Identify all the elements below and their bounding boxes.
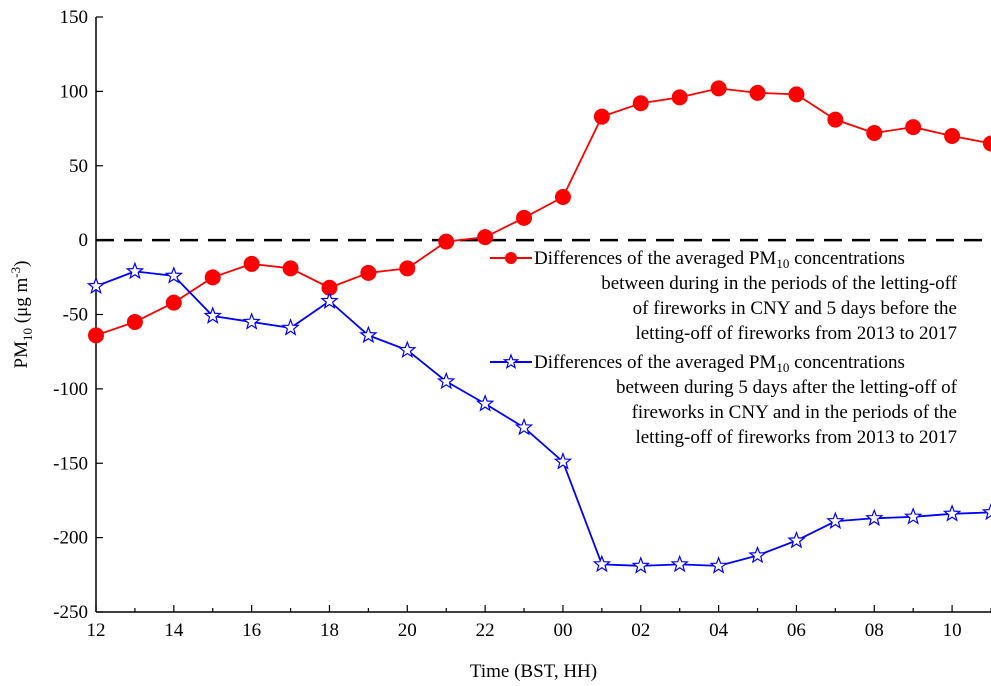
data-point [282, 260, 299, 277]
x-axis-title: Time (BST, HH) [470, 661, 597, 682]
legend-marker [505, 252, 517, 264]
data-point [126, 313, 143, 330]
data-point [905, 119, 922, 136]
y-tick-label: -200 [53, 528, 88, 549]
data-point [477, 229, 494, 246]
data-point [942, 504, 962, 522]
data-point [125, 261, 145, 280]
data-point [86, 276, 106, 295]
data-point [164, 266, 184, 284]
x-tick-label: 22 [476, 620, 495, 641]
data-point [281, 318, 300, 336]
data-point [88, 327, 104, 344]
y-tick-label: -150 [53, 453, 88, 474]
legend: Differences of the averaged PM10 concent… [490, 248, 958, 448]
y-tick-label: -100 [53, 379, 88, 400]
data-point [516, 209, 533, 226]
legend-text-line: of fireworks in CNY and 5 days before th… [633, 298, 957, 319]
y-tick-label: 150 [60, 7, 89, 28]
x-tick-label: 04 [709, 620, 729, 641]
x-tick-label: 06 [787, 620, 806, 641]
legend-text-line: fireworks in CNY and in the periods of t… [632, 402, 957, 423]
data-point [787, 530, 806, 549]
data-point [749, 84, 766, 101]
data-point [514, 417, 534, 436]
data-point [359, 325, 378, 344]
data-point [554, 188, 571, 205]
data-point [436, 371, 456, 390]
legend-text-line: Differences of the averaged PM10 concent… [534, 352, 905, 375]
y-tick-label: 100 [60, 81, 89, 102]
data-point [748, 545, 767, 564]
data-point [944, 128, 961, 144]
y-tick-label: -50 [63, 305, 88, 326]
data-point [553, 452, 573, 470]
data-point [981, 502, 991, 521]
legend-text-line: letting-off of fireworks from 2013 to 20… [635, 427, 957, 448]
x-tick-label: 00 [553, 620, 572, 641]
y-tick-label: 50 [69, 156, 88, 177]
data-point [671, 89, 688, 106]
legend-entry-1: Differences of the averaged PM10 concent… [490, 248, 958, 344]
data-point [243, 255, 260, 272]
x-tick-label: 10 [943, 620, 962, 641]
data-point [903, 507, 923, 525]
data-point [827, 111, 844, 128]
legend-text-line: Differences of the averaged PM10 concent… [534, 248, 905, 271]
data-point [865, 508, 884, 527]
x-tick-label: 20 [398, 620, 417, 641]
legend-text-line: letting-off of fireworks from 2013 to 20… [635, 323, 957, 344]
x-tick-label: 02 [631, 620, 650, 641]
series-1 [88, 80, 991, 344]
x-tick-label: 12 [87, 620, 106, 641]
data-point [709, 556, 728, 574]
data-point [593, 108, 610, 125]
y-axis-title: PM10 (μg m-3) [8, 261, 35, 369]
data-point [866, 125, 883, 142]
data-point [398, 340, 417, 359]
data-point [320, 291, 339, 309]
data-point [475, 394, 495, 412]
legend-text-line: between during 5 days after the letting-… [616, 377, 958, 398]
legend-marker [502, 353, 520, 370]
data-point [438, 233, 455, 250]
data-point [631, 556, 651, 574]
data-point [204, 269, 221, 286]
data-point [826, 511, 845, 530]
data-point [592, 554, 612, 573]
data-point [983, 135, 991, 152]
series-layer [86, 80, 991, 574]
data-point [710, 80, 727, 97]
x-tick-label: 14 [164, 620, 184, 641]
legend-entry-2: Differences of the averaged PM10 concent… [490, 352, 958, 448]
data-point [203, 306, 222, 324]
data-point [242, 312, 261, 330]
y-tick-label: 0 [79, 230, 89, 251]
data-point [165, 294, 182, 311]
x-tick-label: 18 [320, 620, 339, 641]
data-point [632, 95, 649, 112]
x-tick-label: 16 [242, 620, 261, 641]
data-point [399, 260, 416, 277]
series-2 [86, 261, 991, 574]
y-tick-label: -250 [53, 602, 88, 623]
data-point [360, 264, 377, 281]
x-tick-label: 08 [865, 620, 884, 641]
legend-text-line: between during in the periods of the let… [601, 273, 957, 294]
ticks-layer: -250 -200 -150 -100 -50 0 50 100 150 12 14 16 18 20 22… [53, 7, 991, 641]
data-point [788, 86, 805, 103]
data-point [670, 554, 689, 573]
